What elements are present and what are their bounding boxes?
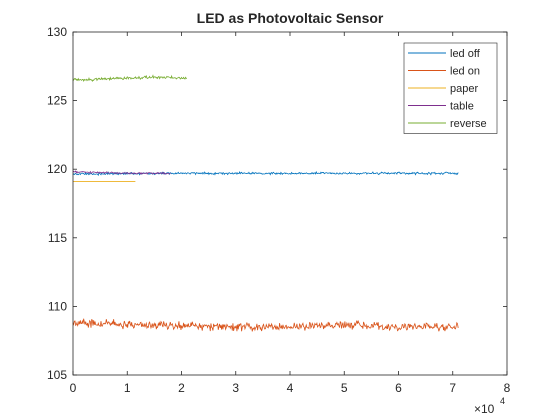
x-axis-exponent: ×10 4 xyxy=(474,396,505,416)
legend: led off led on paper table reverse xyxy=(403,42,498,134)
y-tick-label: 105 xyxy=(47,368,67,382)
y-tick-label: 115 xyxy=(48,231,67,245)
y-tick-label: 125 xyxy=(47,94,67,108)
x-tick-label: 4 xyxy=(287,381,294,395)
chart-title: LED as Photovoltaic Sensor xyxy=(197,10,384,26)
series-line-led-on xyxy=(72,318,459,332)
x-exponent-base: ×10 xyxy=(474,402,495,416)
x-tick-label: 1 xyxy=(124,381,131,395)
y-tick-label: 110 xyxy=(48,299,67,313)
x-tick-label: 6 xyxy=(395,381,402,395)
legend-label: led off xyxy=(450,48,481,60)
legend-label: table xyxy=(450,101,474,113)
legend-label: led on xyxy=(450,66,480,78)
x-tick-label: 5 xyxy=(341,381,348,395)
y-tick-label: 130 xyxy=(47,25,67,39)
x-exponent-power: 4 xyxy=(500,396,505,406)
x-tick-label: 7 xyxy=(449,381,456,395)
x-tick-label: 8 xyxy=(504,381,511,395)
x-tick-label: 2 xyxy=(178,381,185,395)
series-line-reverse xyxy=(72,74,188,82)
x-tick-label: 0 xyxy=(70,381,77,395)
series-line-table xyxy=(72,170,171,175)
legend-label: paper xyxy=(450,83,478,95)
series-layer xyxy=(72,74,459,332)
legend-label: reverse xyxy=(450,118,487,130)
y-tick-label: 120 xyxy=(47,162,67,176)
x-tick-label: 3 xyxy=(232,381,239,395)
ticks-layer: 0 1 2 3 4 5 6 7 8 105 110 115 120 125 130 xyxy=(47,25,511,395)
